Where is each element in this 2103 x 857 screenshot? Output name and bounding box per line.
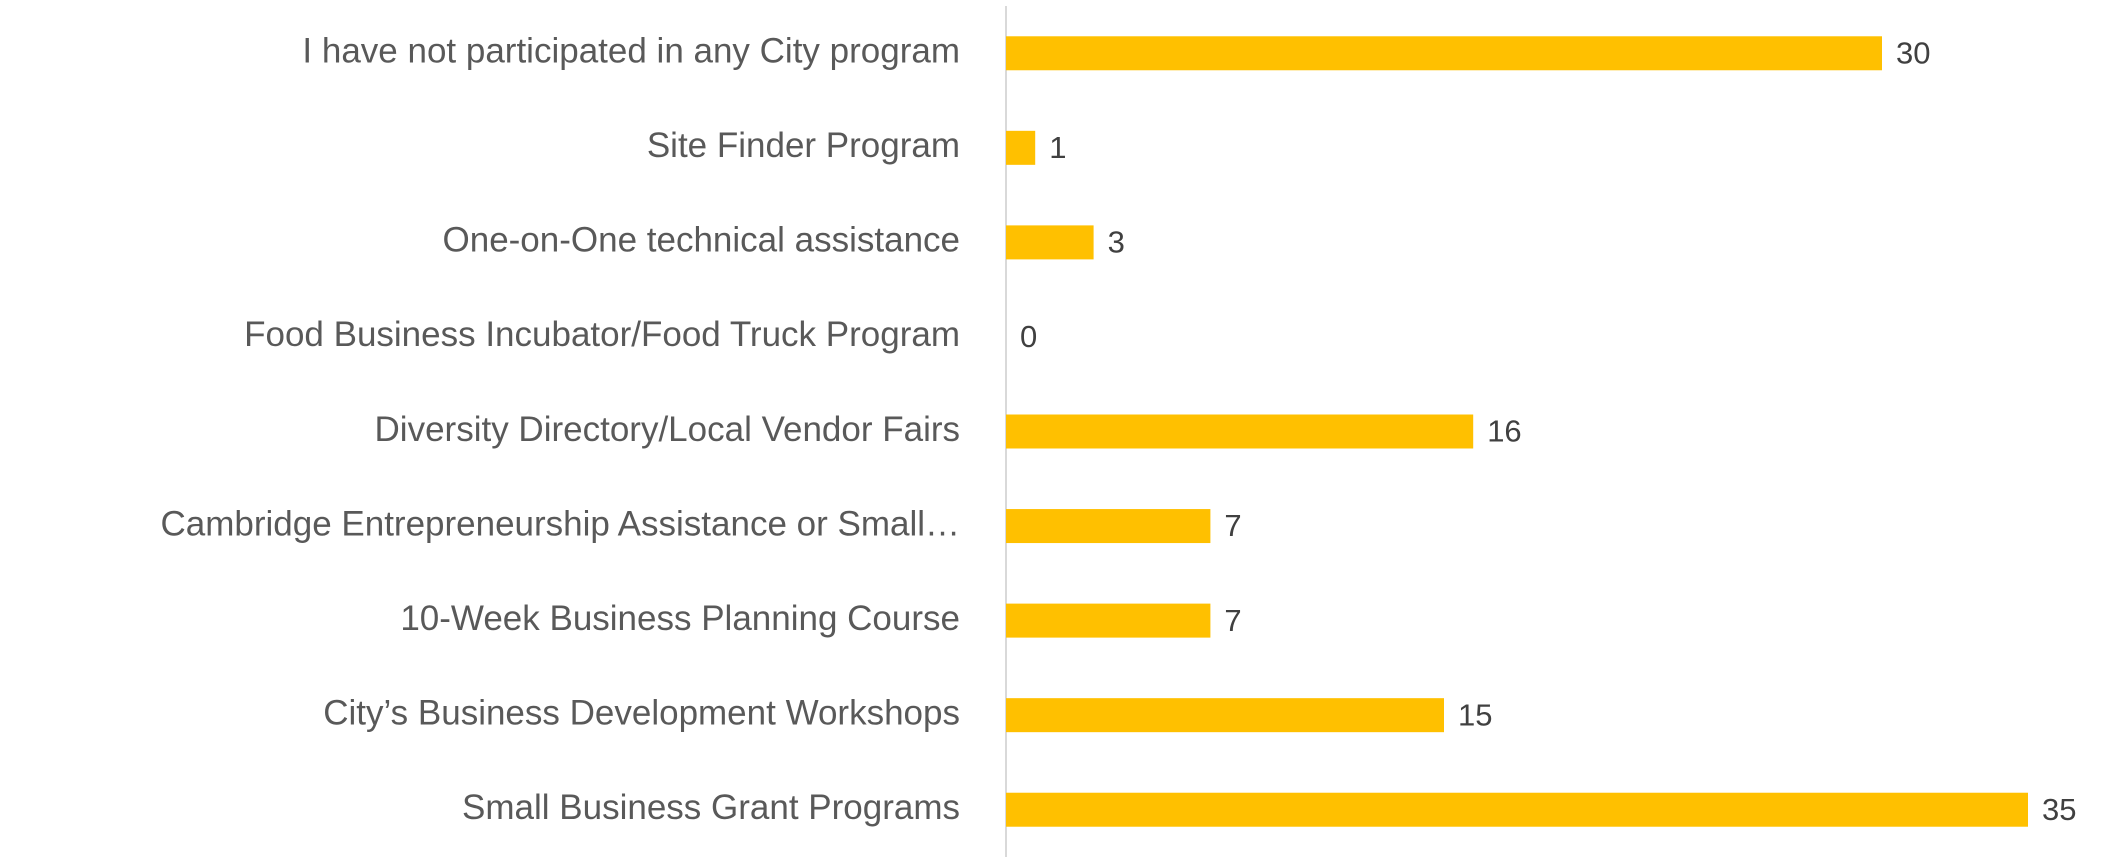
bar	[1006, 130, 1036, 165]
category-label: I have not participated in any City prog…	[302, 32, 960, 71]
category-label: Small Business Grant Programs	[462, 788, 960, 827]
value-label: 30	[1896, 35, 1930, 70]
value-label: 15	[1458, 697, 1492, 732]
category-label: City’s Business Development Workshops	[323, 693, 960, 732]
category-label: One-on-One technical assistance	[443, 221, 961, 260]
bar	[1006, 698, 1444, 733]
bar	[1006, 36, 1882, 71]
value-label: 7	[1224, 508, 1241, 543]
bar	[1006, 509, 1211, 544]
value-label: 16	[1487, 414, 1521, 449]
value-label: 1	[1049, 130, 1066, 165]
value-label: 35	[2042, 792, 2076, 827]
bar	[1006, 414, 1474, 449]
bar	[1006, 603, 1211, 638]
value-label: 0	[1020, 319, 1037, 354]
category-label: 10-Week Business Planning Course	[400, 599, 960, 638]
category-label: Diversity Directory/Local Vendor Fairs	[375, 410, 960, 449]
bar	[1006, 225, 1094, 260]
category-label: Site Finder Program	[647, 126, 960, 165]
category-label: Cambridge Entrepreneurship Assistance or…	[160, 504, 960, 543]
value-label: 7	[1224, 603, 1241, 638]
value-label: 3	[1108, 225, 1125, 260]
bar	[1006, 792, 2028, 827]
category-label: Food Business Incubator/Food Truck Progr…	[244, 315, 960, 354]
